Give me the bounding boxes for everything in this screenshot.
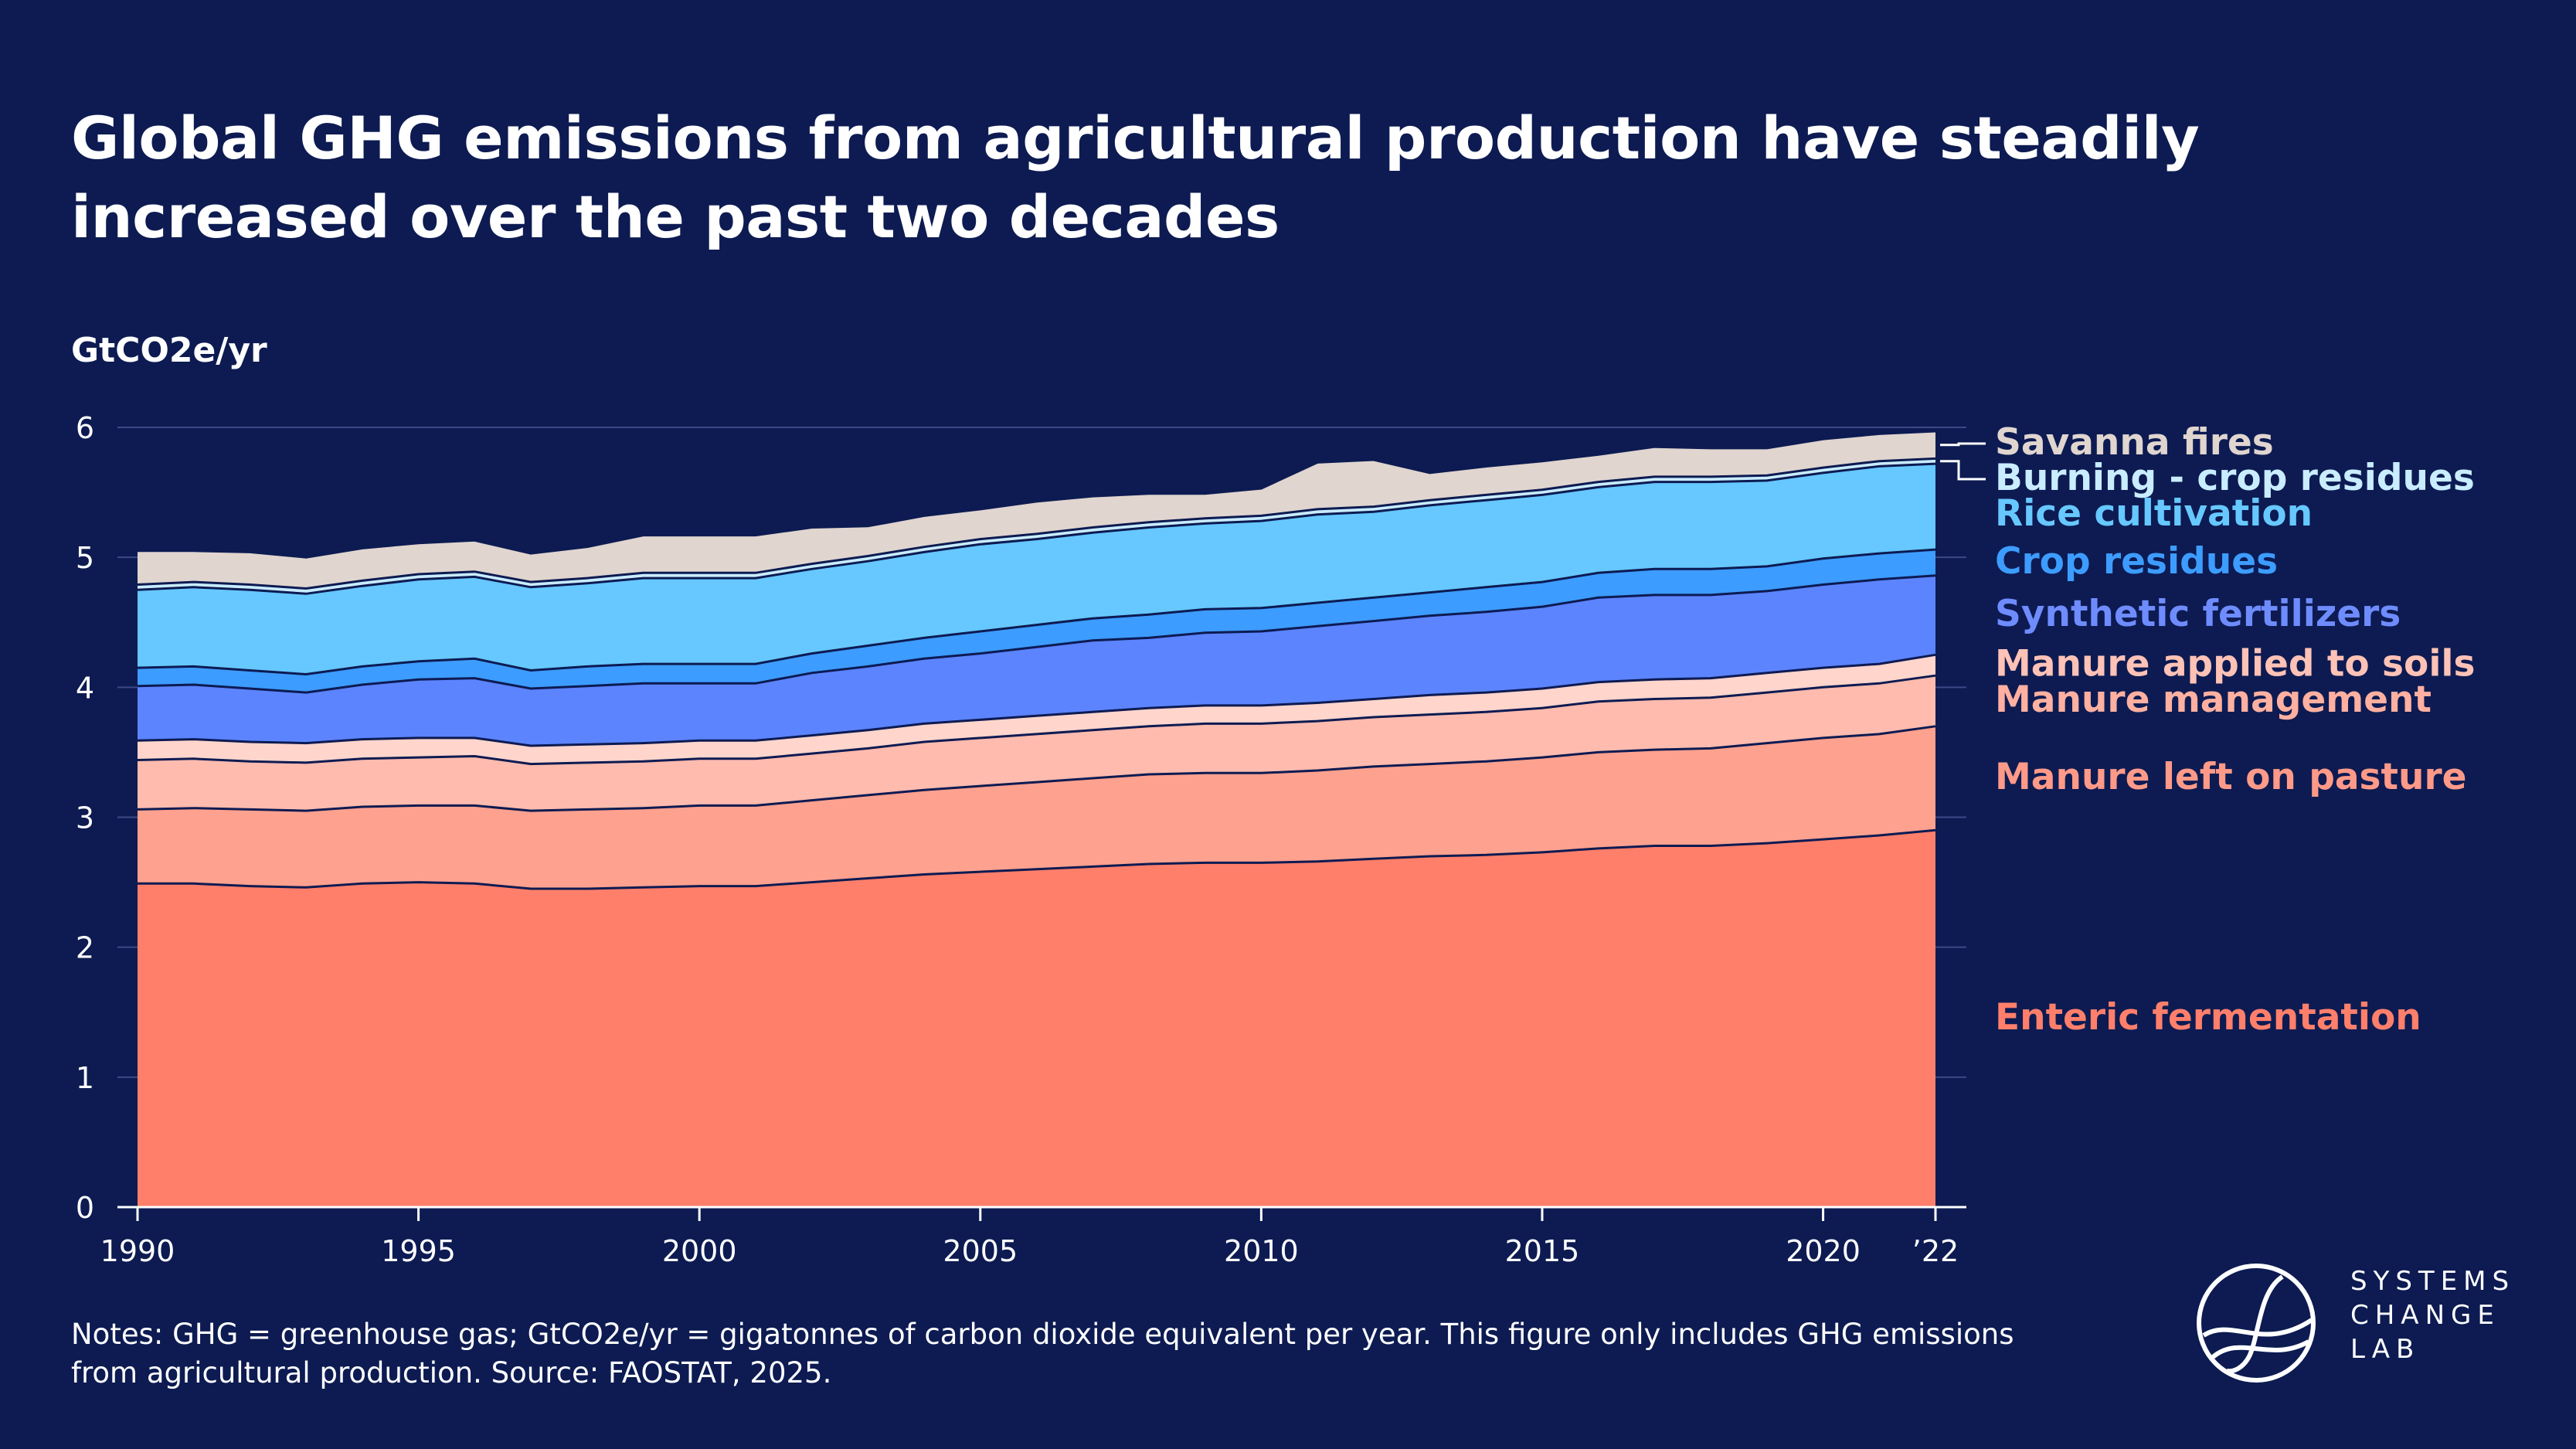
area-manure-left-on-pasture (138, 726, 1935, 889)
series-label-manure-management: Manure management (1995, 679, 2432, 721)
y-tick-label-2: 2 (76, 931, 94, 965)
systems-change-lab-logo: SYSTEMS CHANGE LAB (2196, 1260, 2536, 1391)
x-tick-label-1995: 1995 (381, 1234, 456, 1268)
boundary-manure-management (137, 674, 1936, 766)
y-tick-label-5: 5 (76, 541, 94, 575)
area-manure-management (138, 675, 1935, 811)
series-label-crop-residues: Crop residues (1995, 540, 2278, 583)
x-tick-label-2000: 2000 (662, 1234, 737, 1268)
logo-line-1: SYSTEMS (2350, 1266, 2516, 1297)
boundary-rice-cultivation (137, 462, 1936, 595)
notes-text: Notes: GHG = greenhouse gas; GtCO2e/yr =… (71, 1318, 2014, 1389)
series-label-manure-left-on-pasture: Manure left on pasture (1995, 756, 2467, 798)
x-tick-label-1990: 1990 (100, 1234, 175, 1268)
y-tick-label-1: 1 (76, 1061, 94, 1095)
area-manure-applied-to-soils (138, 655, 1935, 764)
area-crop-residues (138, 549, 1935, 693)
series-label-burning-crop-residues: Burning - crop residues (1995, 457, 2475, 499)
x-tick-label-2005: 2005 (943, 1234, 1018, 1268)
boundary-synthetic-fertilizers (137, 574, 1936, 694)
logo-line-2: CHANGE (2350, 1300, 2500, 1331)
boundary-savanna-fires (138, 430, 1936, 559)
chart-title: Global GHG emissions from agricultural p… (71, 104, 2200, 251)
y-tick-label-0: 0 (76, 1191, 94, 1225)
area-rice-cultivation (138, 464, 1935, 675)
leader-line-burning-crop-residues (1940, 460, 1986, 481)
area-enteric-fermentation (138, 830, 1935, 1207)
series-label-synthetic-fertilizers: Synthetic fertilizers (1995, 593, 2401, 635)
boundary-enteric-fermentation (138, 828, 1936, 890)
leader-line-savanna-fires (1940, 442, 1986, 447)
x-tick-label-2022: ’22 (1912, 1234, 1959, 1268)
series-label-rice-cultivation: Rice cultivation (1995, 492, 2313, 535)
logo-line-3: LAB (2350, 1334, 2421, 1365)
area-savanna-fires (138, 431, 1935, 589)
area-series (137, 430, 1936, 1207)
x-tick-label-2015: 2015 (1505, 1234, 1580, 1268)
boundary-crop-residues (137, 548, 1936, 676)
area-synthetic-fertilizers (138, 575, 1935, 746)
axes: 0 1 2 3 4 5 6 1990 1995 2000 2005 2010 2015 2020 ’22 (76, 411, 1966, 1268)
boundary-manure-left-on-pasture (137, 725, 1936, 812)
boundary-burning-crop-residues (137, 457, 1936, 590)
y-tick-label-6: 6 (76, 411, 94, 445)
y-tick-label-4: 4 (76, 671, 94, 705)
logo-wordmark: SYSTEMS CHANGE LAB (2350, 1264, 2515, 1366)
y-tick-label-3: 3 (76, 801, 94, 835)
x-tick-label-2010: 2010 (1224, 1234, 1299, 1268)
logo-mark-icon (2197, 1264, 2316, 1383)
series-label-manure-applied-to-soils: Manure applied to soils (1995, 643, 2476, 685)
y-axis-unit: GtCO2e/yr (71, 331, 267, 370)
series-label-savanna-fires: Savanna fires (1995, 421, 2274, 464)
boundary-manure-applied-to-soils (137, 653, 1936, 747)
x-tick-label-2020: 2020 (1786, 1234, 1861, 1268)
series-label-enteric-fermentation: Enteric fermentation (1995, 996, 2421, 1039)
